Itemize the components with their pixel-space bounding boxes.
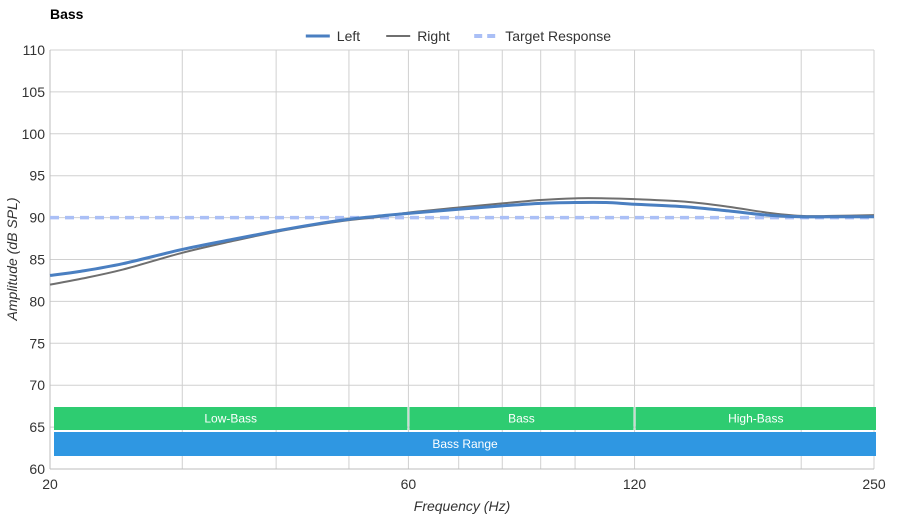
legend-label-target-response: Target Response — [505, 28, 611, 44]
band-low-bass — [54, 407, 408, 430]
series-line-left — [49, 200, 874, 277]
y-tick-label: 100 — [22, 126, 46, 142]
band-bass-range — [54, 432, 876, 456]
x-axis-ticks: 20 60 120 250 — [42, 476, 886, 492]
series-lines — [49, 197, 875, 286]
grid — [49, 49, 875, 470]
y-tick-label: 75 — [29, 335, 45, 351]
frequency-bands: Low-Bass Bass High-Bass Bass Range — [54, 407, 876, 456]
legend-label-left: Left — [337, 28, 360, 44]
band-high-bass — [635, 407, 876, 430]
band-label-low-bass: Low-Bass — [204, 412, 257, 426]
legend: Left Right Target Response — [305, 28, 611, 44]
band-bass — [409, 407, 634, 430]
y-tick-label: 65 — [29, 419, 45, 435]
band-label-high-bass: High-Bass — [728, 412, 783, 426]
x-tick-label: 20 — [42, 476, 58, 492]
y-tick-label: 70 — [29, 377, 45, 393]
x-tick-label: 250 — [862, 476, 886, 492]
x-tick-label: 120 — [623, 476, 647, 492]
series-line-right — [49, 197, 875, 286]
y-tick-label: 80 — [29, 293, 45, 309]
legend-label-right: Right — [417, 28, 450, 44]
band-label-bass: Bass — [508, 412, 535, 426]
x-axis-label: Frequency (Hz) — [414, 498, 510, 514]
y-tick-label: 90 — [29, 210, 45, 226]
y-tick-label: 110 — [23, 42, 46, 58]
y-axis-ticks: 60 65 70 75 80 85 90 95 100 105 110 — [22, 42, 46, 477]
y-axis-label: Amplitude (dB SPL) — [4, 198, 20, 322]
x-tick-label: 60 — [401, 476, 417, 492]
band-label-bass-range: Bass Range — [432, 437, 498, 451]
y-tick-label: 105 — [22, 84, 46, 100]
y-tick-label: 95 — [29, 168, 45, 184]
y-tick-label: 60 — [29, 461, 45, 477]
y-tick-label: 85 — [29, 252, 45, 268]
chart-title: Bass — [50, 6, 84, 22]
